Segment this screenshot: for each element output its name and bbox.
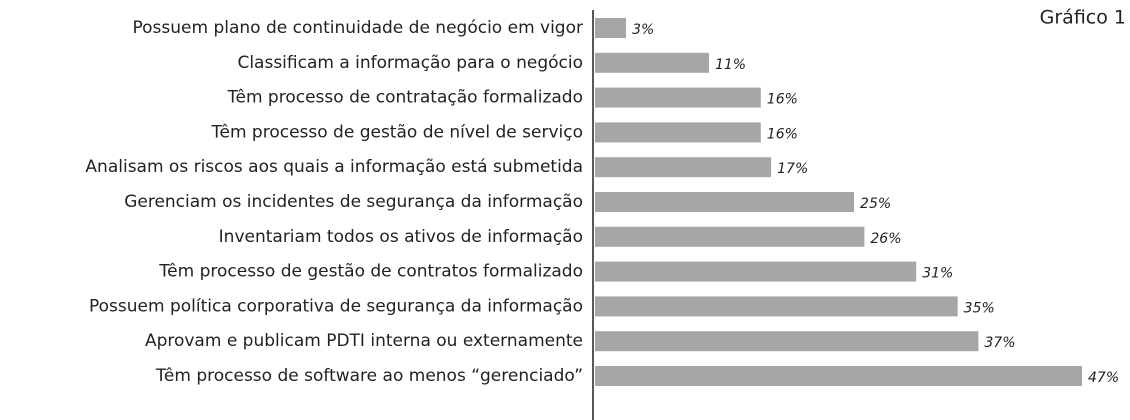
bar — [595, 296, 958, 317]
category-label: Gerenciam os incidentes de segurança da … — [124, 192, 583, 212]
bar — [595, 18, 627, 38]
category-label: Possuem plano de continuidade de negócio… — [132, 18, 583, 38]
value-label: 3% — [632, 22, 654, 38]
category-label: Têm processo de gestão de nível de servi… — [211, 122, 584, 142]
category-label: Têm processo de contratação formalizado — [227, 88, 583, 108]
category-label: Aprovam e publicam PDTI interna ou exter… — [145, 331, 583, 351]
value-label: 17% — [777, 161, 808, 177]
category-label: Classificam a informação para o negócio — [237, 53, 583, 73]
category-label: Possuem política corporativa de seguranç… — [89, 296, 583, 316]
category-label: Inventariam todos os ativos de informaçã… — [219, 227, 583, 247]
value-label: 37% — [984, 335, 1015, 351]
bar — [595, 157, 772, 178]
value-label: 47% — [1088, 370, 1119, 386]
bar — [595, 261, 917, 282]
value-label: 31% — [922, 266, 953, 282]
value-label: 16% — [767, 92, 798, 108]
bar — [595, 366, 1082, 386]
category-label: Analisam os riscos aos quais a informaçã… — [85, 157, 583, 177]
chart-title: Gráfico 1 — [1040, 7, 1126, 29]
bar — [595, 122, 761, 143]
value-label: 11% — [715, 57, 746, 73]
bar — [595, 331, 979, 352]
value-label: 26% — [870, 231, 901, 247]
bar — [595, 192, 855, 212]
value-label: 35% — [964, 300, 995, 316]
bar — [595, 52, 709, 73]
bar — [595, 87, 761, 108]
value-label: 25% — [860, 196, 891, 212]
category-label: Têm processo de software ao menos “geren… — [155, 366, 583, 386]
value-label: 16% — [767, 126, 798, 142]
category-label: Têm processo de gestão de contratos form… — [158, 262, 583, 282]
bar — [595, 226, 865, 247]
